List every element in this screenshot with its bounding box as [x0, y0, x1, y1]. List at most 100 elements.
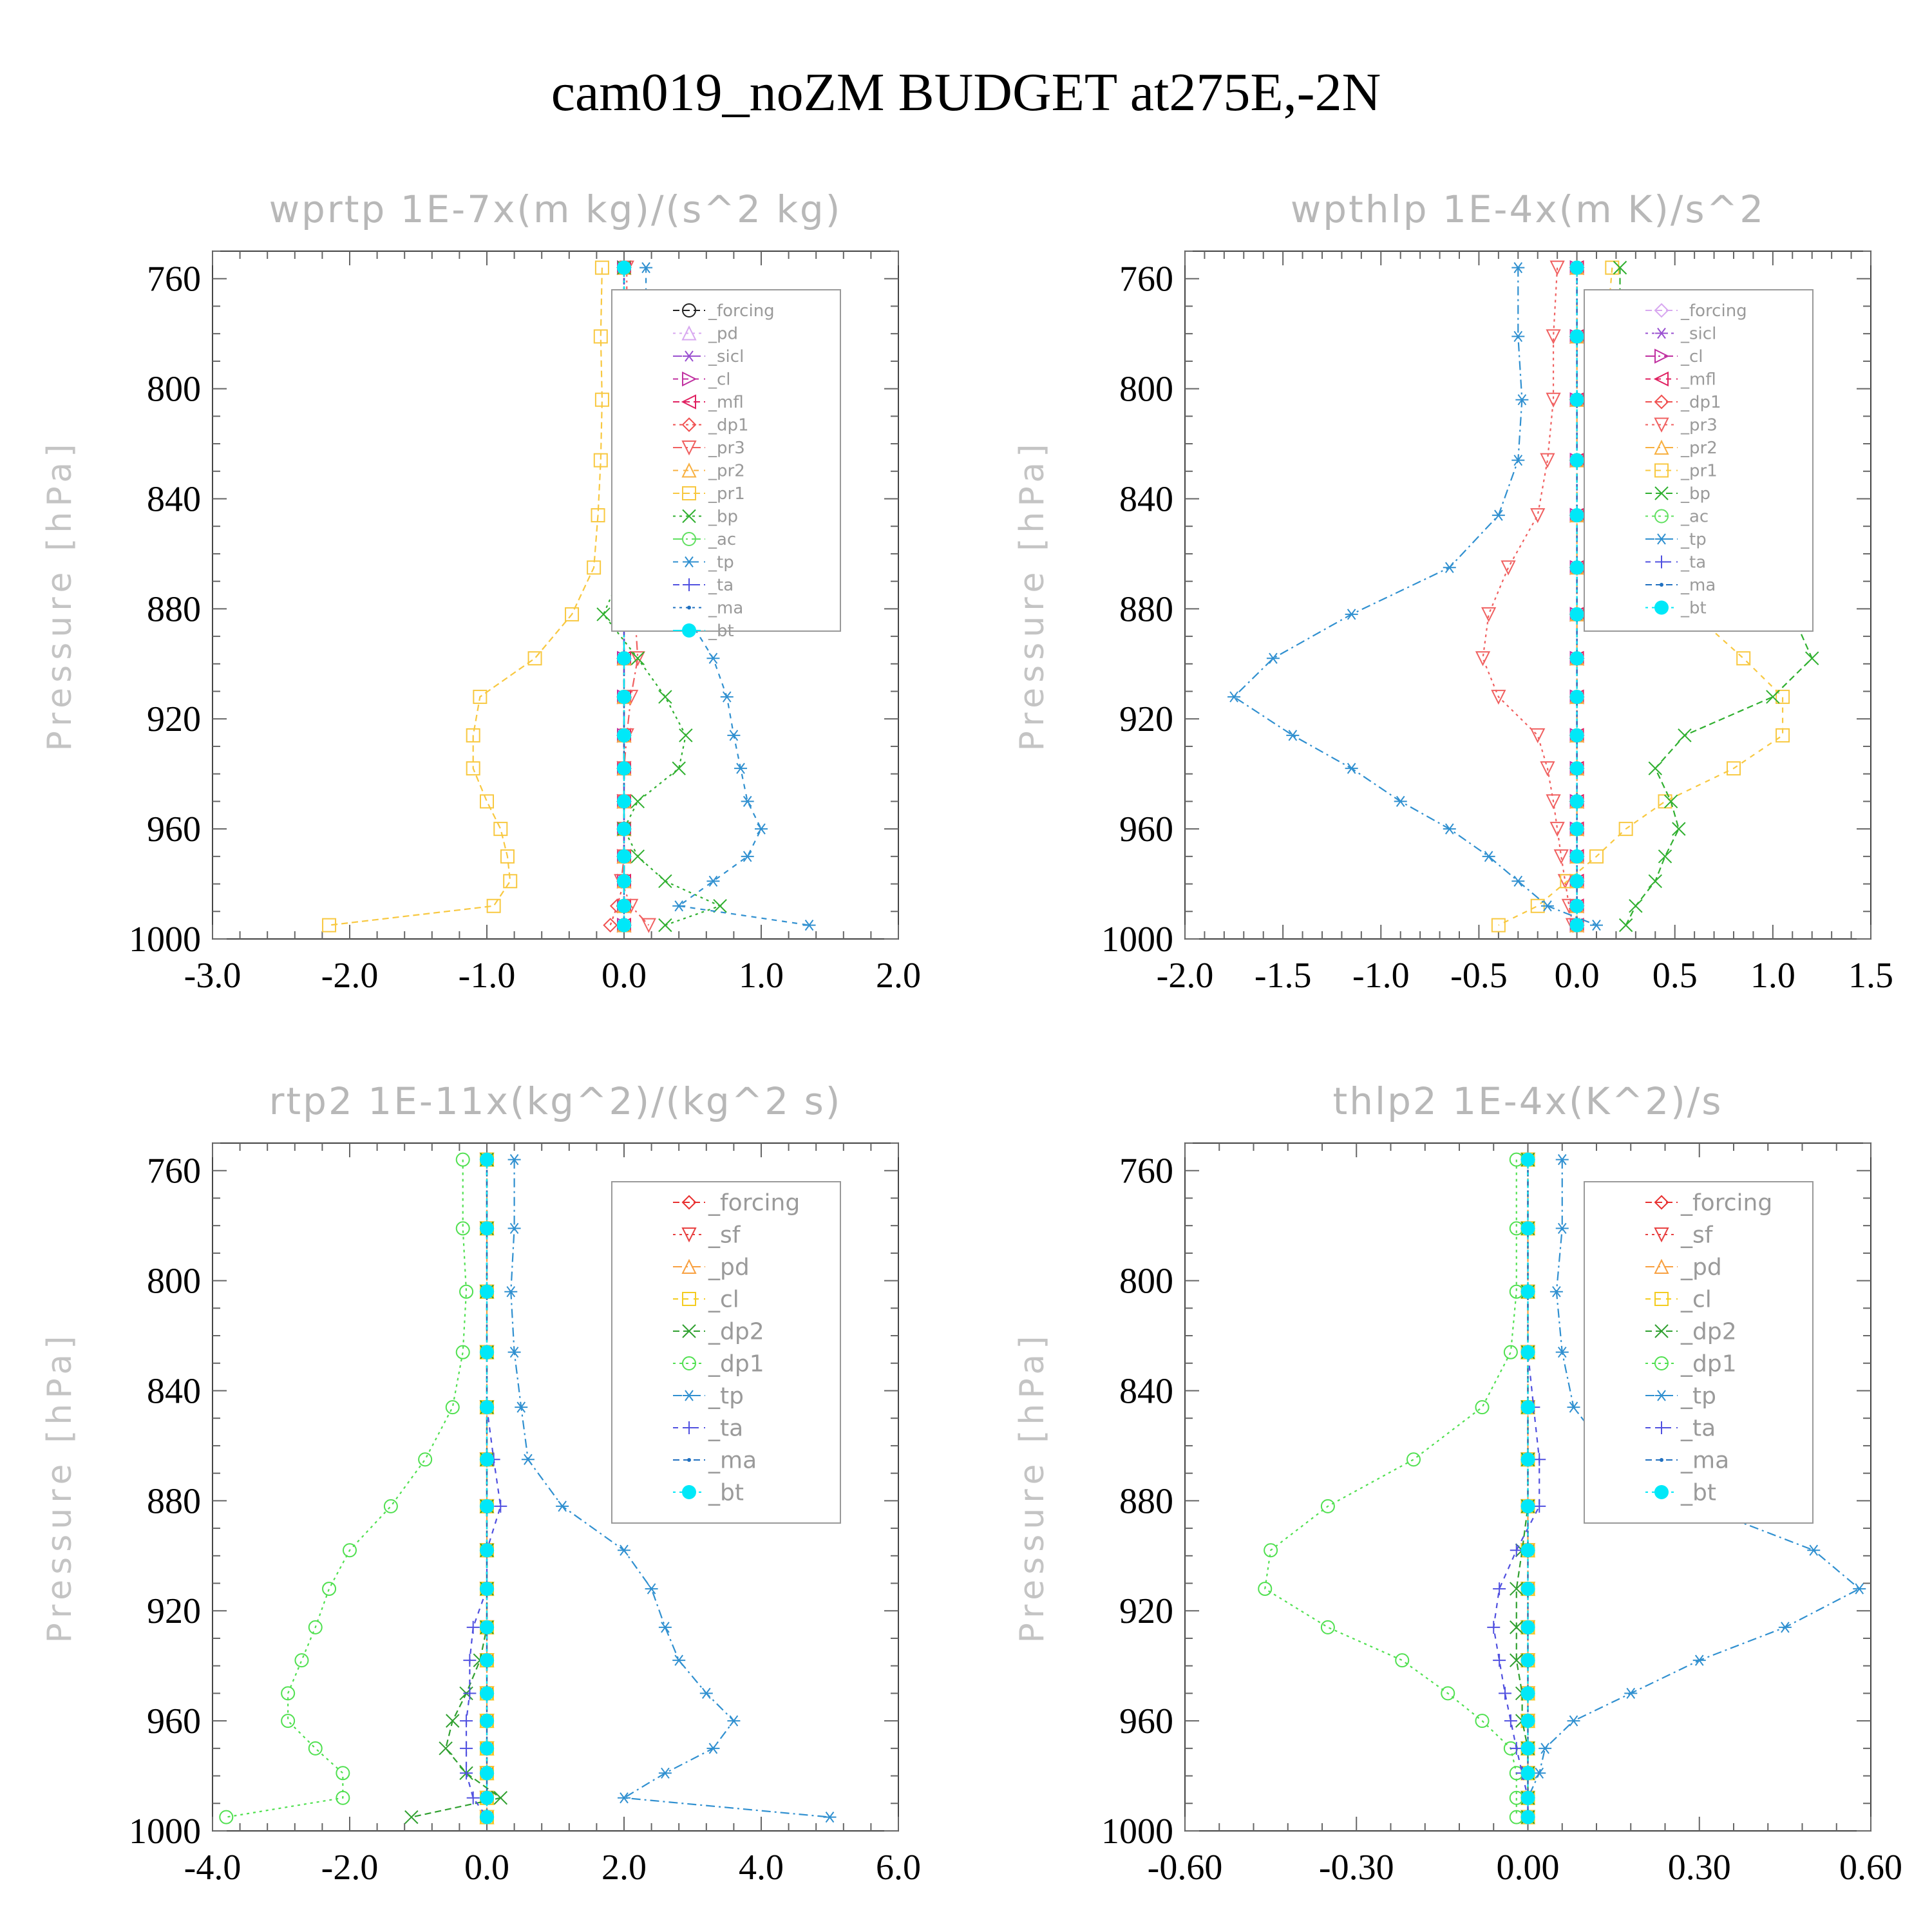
data-point — [1648, 874, 1662, 888]
data-point — [1766, 690, 1780, 704]
legend-label: _dp1 — [1680, 1351, 1737, 1378]
data-point — [617, 918, 631, 933]
data-point — [480, 1810, 494, 1824]
data-point — [1493, 1654, 1506, 1667]
series-ta — [1487, 1153, 1546, 1824]
legend-label: _dp1 — [708, 1351, 764, 1378]
data-point — [1520, 1543, 1535, 1558]
data-point — [521, 1454, 535, 1465]
data-point — [1539, 1743, 1552, 1754]
data-point — [460, 1766, 473, 1780]
data-point — [1520, 1152, 1535, 1167]
legend-label: _mfl — [708, 393, 744, 412]
legend-label: _ac — [1680, 507, 1709, 527]
x-tick-label: -4.0 — [184, 1848, 242, 1888]
legend-marker — [682, 509, 696, 524]
x-tick-label: 0.00 — [1497, 1848, 1560, 1888]
legend-label: _bp — [708, 507, 738, 527]
data-point — [480, 1345, 494, 1359]
data-point — [1629, 899, 1643, 913]
legend-label: _sf — [708, 1222, 741, 1249]
legend-marker — [681, 1227, 697, 1243]
series-tp — [1227, 262, 1603, 931]
x-tick-label: -1.0 — [459, 956, 516, 996]
legend-label: _dp2 — [708, 1319, 764, 1345]
legend-marker — [1654, 1324, 1669, 1338]
data-point — [493, 1791, 508, 1805]
legend-label: _bp — [1680, 484, 1710, 504]
data-point — [1520, 1400, 1535, 1415]
legend-label: _cl — [1680, 347, 1703, 366]
legend-marker — [1654, 1292, 1669, 1306]
legend-marker — [1654, 1485, 1669, 1499]
plot-frame — [212, 251, 899, 940]
legend-label: _ta — [708, 576, 734, 595]
data-point — [1511, 262, 1525, 274]
data-point — [1569, 690, 1584, 705]
data-point — [594, 260, 609, 275]
series-bt — [480, 1152, 494, 1824]
data-point — [1501, 560, 1516, 576]
data-point — [1549, 260, 1565, 276]
data-point — [480, 1452, 494, 1467]
data-point — [593, 329, 608, 344]
data-point — [1569, 898, 1584, 913]
data-point — [630, 651, 645, 665]
series-line — [510, 1159, 830, 1818]
y-tick-label: 960 — [1119, 1701, 1173, 1741]
data-point — [1533, 1499, 1546, 1513]
data-point — [699, 1687, 713, 1699]
data-point — [1345, 609, 1358, 620]
data-point — [1475, 1400, 1490, 1415]
legend-marker — [1660, 1458, 1663, 1462]
series-line — [1233, 267, 1597, 926]
legend-marker — [1654, 1227, 1669, 1243]
data-point — [322, 1582, 337, 1596]
y-tick-label: 1000 — [1101, 920, 1173, 960]
data-point — [308, 1741, 323, 1756]
data-point — [1530, 728, 1546, 744]
y-tick-label: 760 — [1119, 1151, 1173, 1191]
legend-marker — [1654, 303, 1669, 318]
legend-label: _forcing — [708, 301, 775, 321]
data-point — [706, 652, 720, 664]
legend: _forcing _sf _pd _cl _dp2 _dp1 _tp _ta _ma _bt — [611, 1181, 841, 1524]
data-point — [603, 918, 618, 933]
data-point — [404, 1810, 419, 1824]
x-tick-label: 0.60 — [1839, 1848, 1902, 1888]
data-point — [1441, 1686, 1455, 1701]
legend-marker — [1654, 439, 1669, 455]
data-point — [1555, 1347, 1569, 1358]
legend-label: _forcing — [1680, 1190, 1772, 1217]
data-point — [455, 1345, 470, 1359]
data-point — [480, 1221, 494, 1236]
data-point — [1492, 509, 1505, 521]
y-tick-label: 880 — [147, 1481, 201, 1521]
data-point — [1555, 1222, 1569, 1235]
data-point — [486, 898, 501, 913]
data-point — [618, 1792, 630, 1804]
legend-marker — [1655, 555, 1668, 569]
legend-label: _pr1 — [708, 484, 745, 504]
data-point — [383, 1499, 398, 1513]
legend-marker — [1655, 533, 1668, 545]
legend-marker — [1655, 1421, 1668, 1434]
x-tick-label: 1.5 — [1848, 956, 1893, 996]
data-point — [1491, 918, 1506, 933]
data-point — [480, 1499, 494, 1513]
data-point — [463, 1687, 477, 1700]
data-point — [672, 761, 686, 775]
data-point — [455, 1221, 470, 1236]
series-pr3 — [1475, 260, 1581, 933]
data-point — [1555, 1154, 1569, 1166]
data-point — [1569, 560, 1584, 575]
data-point — [1533, 1453, 1546, 1466]
legend-marker — [682, 623, 696, 638]
data-point — [617, 822, 631, 837]
y-tick-label: 760 — [147, 260, 201, 299]
data-point — [1692, 1654, 1706, 1666]
data-point — [617, 728, 631, 743]
legend-marker — [681, 325, 697, 341]
data-point — [1520, 1452, 1535, 1467]
